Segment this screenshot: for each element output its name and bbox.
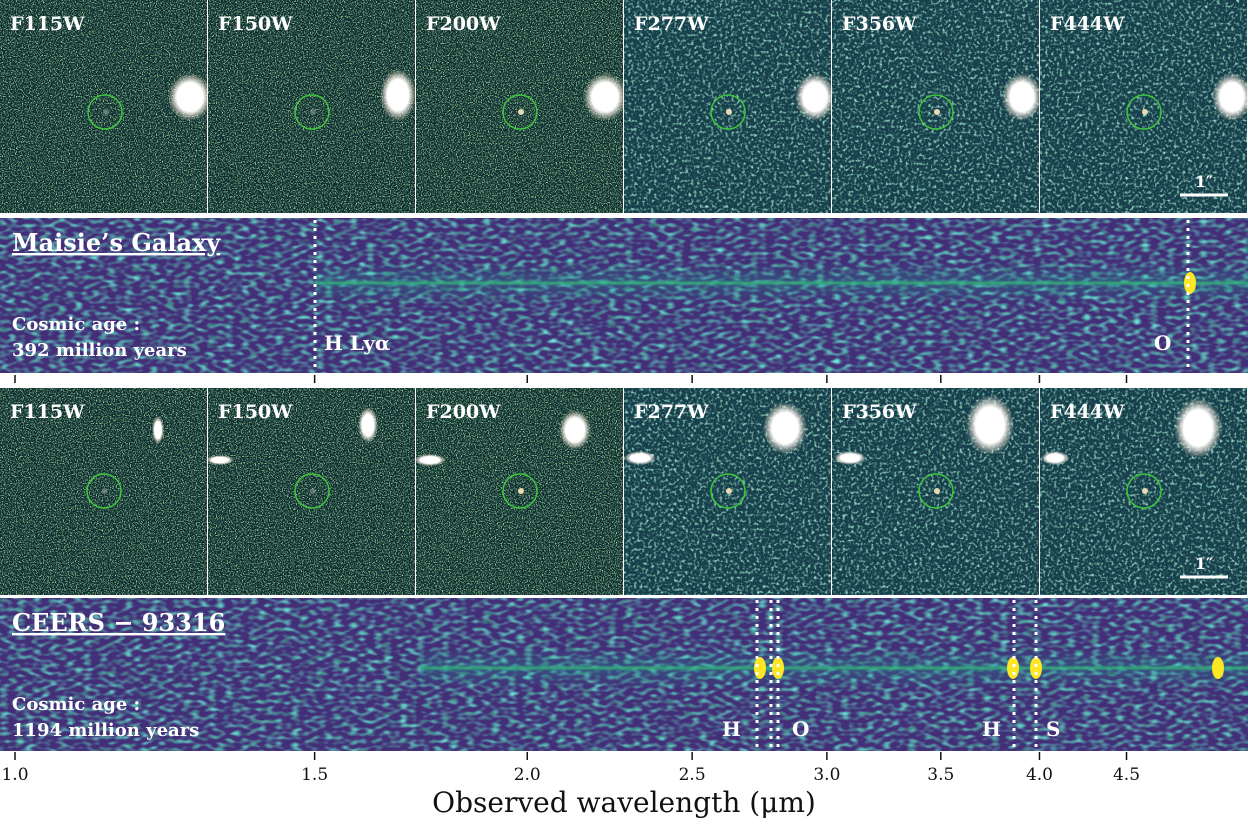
galaxy-name: CEERS − 93316 (12, 608, 225, 637)
filter-label: F444W (1050, 401, 1125, 423)
x-tick-label: 3.0 (813, 765, 840, 785)
source-glow (726, 488, 732, 494)
target-circle (87, 94, 123, 130)
target-circle (502, 94, 538, 130)
source-glow (102, 488, 108, 494)
filter-label: F115W (10, 401, 85, 423)
filter-label: F150W (218, 13, 293, 35)
line-label: O (1154, 331, 1171, 355)
target-circle (1126, 473, 1162, 509)
image-noise (0, 388, 207, 595)
x-tick-label: 4.0 (1026, 765, 1053, 785)
source-blob (1041, 451, 1069, 465)
emission-line (1184, 272, 1196, 294)
source-glow (1142, 109, 1148, 115)
target-circle (502, 473, 538, 509)
source-blob (380, 69, 416, 121)
source-blob (358, 407, 378, 443)
x-tick-label: 1.0 (1, 765, 28, 785)
age-label: Cosmic age : (12, 314, 140, 335)
source-blob (834, 451, 866, 465)
emission-line (754, 657, 766, 679)
source-blob (1002, 73, 1042, 121)
age-value: 392 million years (12, 340, 187, 361)
filter-label: F277W (634, 401, 709, 423)
image-noise (1040, 0, 1247, 213)
spectrum-trace (315, 263, 1248, 303)
panels: F115W F150W F200W F277W F356W F444W 1″ Maisie’s… (0, 0, 1248, 751)
line-label: H Lyα (324, 331, 390, 355)
filter-label: F200W (426, 13, 501, 35)
source-glow (726, 109, 732, 115)
source-blob (168, 73, 212, 121)
source-blob (763, 402, 807, 454)
filter-label: F356W (842, 13, 917, 35)
target-circle (710, 473, 746, 509)
x-tick-label: 3.5 (927, 765, 954, 785)
x-axis-title: Observed wavelength (μm) (432, 786, 816, 819)
line-label: S (1046, 717, 1060, 741)
image-noise (624, 0, 831, 213)
line-label: H (982, 717, 1001, 741)
image-noise (208, 388, 415, 595)
age-value: 1194 million years (12, 720, 199, 741)
scale-bar-label: 1″ (1195, 172, 1213, 191)
filter-label: F200W (426, 401, 501, 423)
source-blob (152, 416, 164, 444)
source-glow (103, 109, 109, 115)
image-noise (208, 0, 415, 213)
filter-label: F356W (842, 401, 917, 423)
source-blob (583, 73, 627, 121)
x-tick-label: 1.5 (301, 765, 328, 785)
line-markers (313, 220, 1190, 752)
filter-label: F277W (634, 13, 709, 35)
emission-line (772, 657, 784, 679)
x-tick-label: 2.0 (514, 765, 541, 785)
target-circle (710, 94, 746, 130)
source-glow (1142, 488, 1148, 494)
filter-label: F444W (1050, 13, 1125, 35)
source-blob (559, 410, 591, 450)
x-tick-label: 4.5 (1113, 765, 1140, 785)
emission-line (1007, 657, 1019, 679)
source-blob (414, 454, 446, 466)
target-circle (294, 94, 330, 130)
emission-line (1212, 657, 1224, 679)
source-blob (624, 451, 656, 465)
target-circle (918, 473, 954, 509)
spectrum-trace (420, 648, 1248, 688)
target-circle (1126, 94, 1162, 130)
line-label: O (792, 717, 809, 741)
source-glow (934, 488, 940, 494)
source-blob (1212, 73, 1248, 121)
filter-label: F115W (10, 13, 85, 35)
scale-bar-label: 1″ (1195, 554, 1213, 573)
galaxy-name: Maisie’s Galaxy (12, 228, 221, 257)
source-blob (795, 73, 835, 121)
emission-line (1030, 657, 1042, 679)
target-circle (918, 94, 954, 130)
source-glow (310, 488, 316, 494)
x-tick-label: 2.5 (679, 765, 706, 785)
target-circle (294, 473, 330, 509)
source-blob (206, 455, 234, 465)
filter-label: F150W (218, 401, 293, 423)
source-blob (1174, 398, 1222, 458)
source-glow (310, 109, 316, 115)
age-label: Cosmic age : (12, 694, 140, 715)
target-circle (86, 473, 122, 509)
line-label: H (722, 717, 741, 741)
source-glow (934, 109, 940, 115)
source-blob (966, 395, 1014, 455)
source-glow (518, 109, 524, 115)
source-glow (518, 488, 524, 494)
